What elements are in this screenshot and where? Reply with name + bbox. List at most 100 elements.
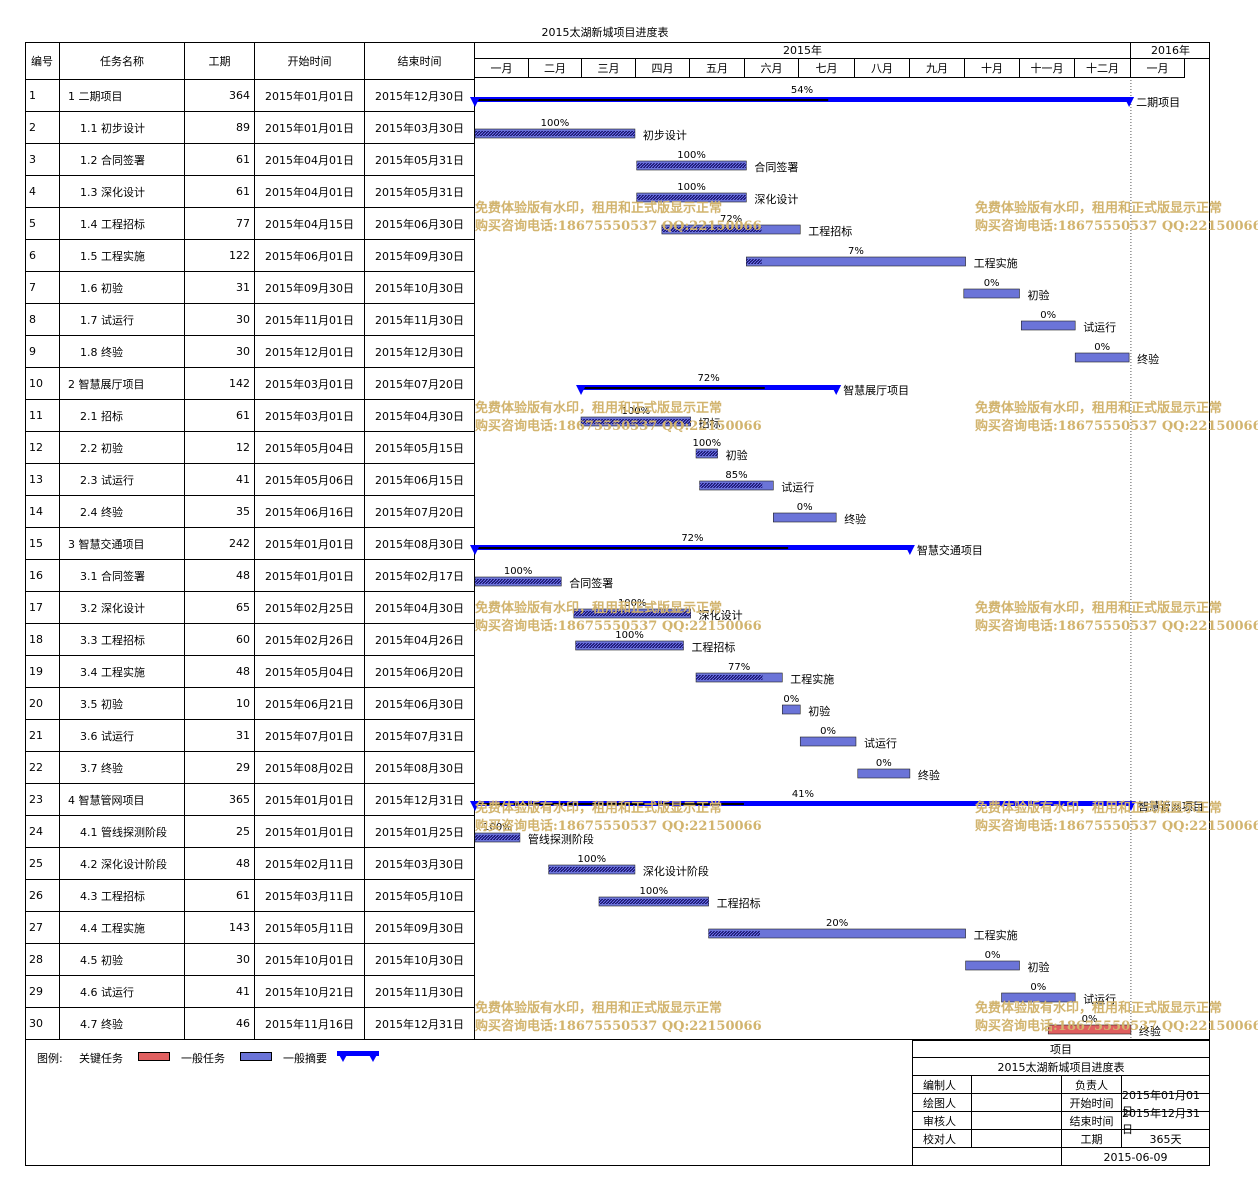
legend-normal-swatch <box>240 1052 272 1061</box>
task-duration: 30 <box>185 944 255 976</box>
progress-label: 0% <box>985 950 1001 961</box>
task-end: 2015年12月31日 <box>365 784 475 816</box>
task-bar-label: 深化设计阶段 <box>643 864 709 878</box>
task-duration: 31 <box>185 272 255 304</box>
task-duration: 122 <box>185 240 255 272</box>
task-bar <box>781 704 801 715</box>
task-end: 2015年05月31日 <box>365 176 475 208</box>
header-end: 结束时间 <box>365 42 475 80</box>
task-progress <box>581 419 691 424</box>
info-duration-value: 365天 <box>1122 1130 1210 1148</box>
task-end: 2015年12月30日 <box>365 336 475 368</box>
task-bar-label: 工程实施 <box>790 672 834 686</box>
task-id: 1 <box>25 80 60 112</box>
task-bar <box>963 288 1020 299</box>
legend: 图例: 关键任务 一般任务 一般摘要 <box>25 1040 912 1065</box>
task-id: 23 <box>25 784 60 816</box>
task-duration: 242 <box>185 528 255 560</box>
info-reviewer-value <box>972 1112 1062 1130</box>
task-bar-label: 深化设计 <box>699 608 743 622</box>
progress-label: 0% <box>1082 1014 1098 1025</box>
task-bar <box>799 736 857 747</box>
task-bar <box>1001 992 1076 1003</box>
progress-label: 77% <box>728 662 750 673</box>
task-bar <box>1074 352 1130 363</box>
task-start: 2015年02月26日 <box>255 624 365 656</box>
info-checker-value <box>972 1130 1062 1148</box>
task-id: 29 <box>25 976 60 1008</box>
task-id: 13 <box>25 464 60 496</box>
legend-normal-label: 一般任务 <box>181 1052 225 1065</box>
legend-critical-swatch <box>138 1052 170 1061</box>
chart-frame <box>25 42 1210 1166</box>
task-duration: 365 <box>185 784 255 816</box>
progress-label: 0% <box>1094 342 1110 353</box>
year-2015: 2015年 <box>475 42 1131 59</box>
task-duration: 12 <box>185 432 255 464</box>
info-editor-value <box>972 1076 1062 1094</box>
task-bar-label: 工程招标 <box>691 640 735 654</box>
task-duration: 89 <box>185 112 255 144</box>
task-name: 3.3 工程招标 <box>60 624 185 656</box>
task-start: 2015年05月04日 <box>255 656 365 688</box>
progress-label: 0% <box>1030 982 1046 993</box>
task-start: 2015年04月15日 <box>255 208 365 240</box>
table-row: 26 4.3 工程招标 61 2015年03月11日 2015年05月10日 <box>25 880 475 912</box>
task-progress <box>636 163 747 168</box>
task-start: 2015年01月01日 <box>255 112 365 144</box>
task-id: 12 <box>25 432 60 464</box>
task-start: 2015年05月11日 <box>255 912 365 944</box>
task-start: 2015年10月01日 <box>255 944 365 976</box>
summary-start-marker <box>470 97 480 107</box>
task-progress <box>699 483 763 488</box>
progress-label: 20% <box>826 918 848 929</box>
task-duration: 41 <box>185 976 255 1008</box>
task-start: 2015年05月04日 <box>255 432 365 464</box>
task-duration: 61 <box>185 400 255 432</box>
table-row: 19 3.4 工程实施 48 2015年05月04日 2015年06月20日 <box>25 656 475 688</box>
month-header: 十二月 <box>1075 59 1131 78</box>
task-end: 2015年07月20日 <box>365 496 475 528</box>
chart-title: 2015太湖新城项目进度表 <box>541 26 669 39</box>
task-name: 4.3 工程招标 <box>60 880 185 912</box>
info-project-name: 2015太湖新城项目进度表 <box>912 1058 1210 1076</box>
table-row: 25 4.2 深化设计阶段 48 2015年02月11日 2015年03月30日 <box>25 848 475 880</box>
progress-label: 0% <box>820 726 836 737</box>
table-row: 5 1.4 工程招标 77 2015年04月15日 2015年06月30日 <box>25 208 475 240</box>
task-end: 2015年08月30日 <box>365 528 475 560</box>
table-header: 编号 任务名称 工期 开始时间 结束时间 <box>25 42 475 80</box>
task-bar-label: 试运行 <box>1083 321 1116 334</box>
task-name: 3.6 试运行 <box>60 720 185 752</box>
info-project-label: 项目 <box>912 1040 1210 1058</box>
progress-label: 0% <box>984 278 1000 289</box>
task-name: 1.2 合同签署 <box>60 144 185 176</box>
task-start: 2015年01月01日 <box>255 816 365 848</box>
task-start: 2015年03月01日 <box>255 368 365 400</box>
task-bar-label: 智慧交通项目 <box>917 543 983 557</box>
task-id: 3 <box>25 144 60 176</box>
table-row: 7 1.6 初验 31 2015年09月30日 2015年10月30日 <box>25 272 475 304</box>
progress-label: 100% <box>693 438 722 449</box>
progress-label: 100% <box>677 150 706 161</box>
task-name: 4.1 管线探测阶段 <box>60 816 185 848</box>
header-name: 任务名称 <box>60 42 185 80</box>
task-id: 17 <box>25 592 60 624</box>
table-row: 29 4.6 试运行 41 2015年10月21日 2015年11月30日 <box>25 976 475 1008</box>
task-id: 2 <box>25 112 60 144</box>
task-bar-label: 初验 <box>1027 288 1049 302</box>
progress-label: 0% <box>1040 310 1056 321</box>
table-row: 27 4.4 工程实施 143 2015年05月11日 2015年09月30日 <box>25 912 475 944</box>
task-bar-label: 工程招标 <box>808 224 852 238</box>
month-header: 七月 <box>799 59 855 78</box>
table-row: 28 4.5 初验 30 2015年10月01日 2015年10月30日 <box>25 944 475 976</box>
task-end: 2015年05月10日 <box>365 880 475 912</box>
task-id: 10 <box>25 368 60 400</box>
legend-summary-swatch <box>337 1051 379 1062</box>
task-bar-label: 招标 <box>699 416 721 430</box>
progress-label: 41% <box>792 789 814 800</box>
task-end: 2015年04月30日 <box>365 400 475 432</box>
table-row: 4 1.3 深化设计 61 2015年04月01日 2015年05月31日 <box>25 176 475 208</box>
summary-bar <box>475 801 1131 806</box>
